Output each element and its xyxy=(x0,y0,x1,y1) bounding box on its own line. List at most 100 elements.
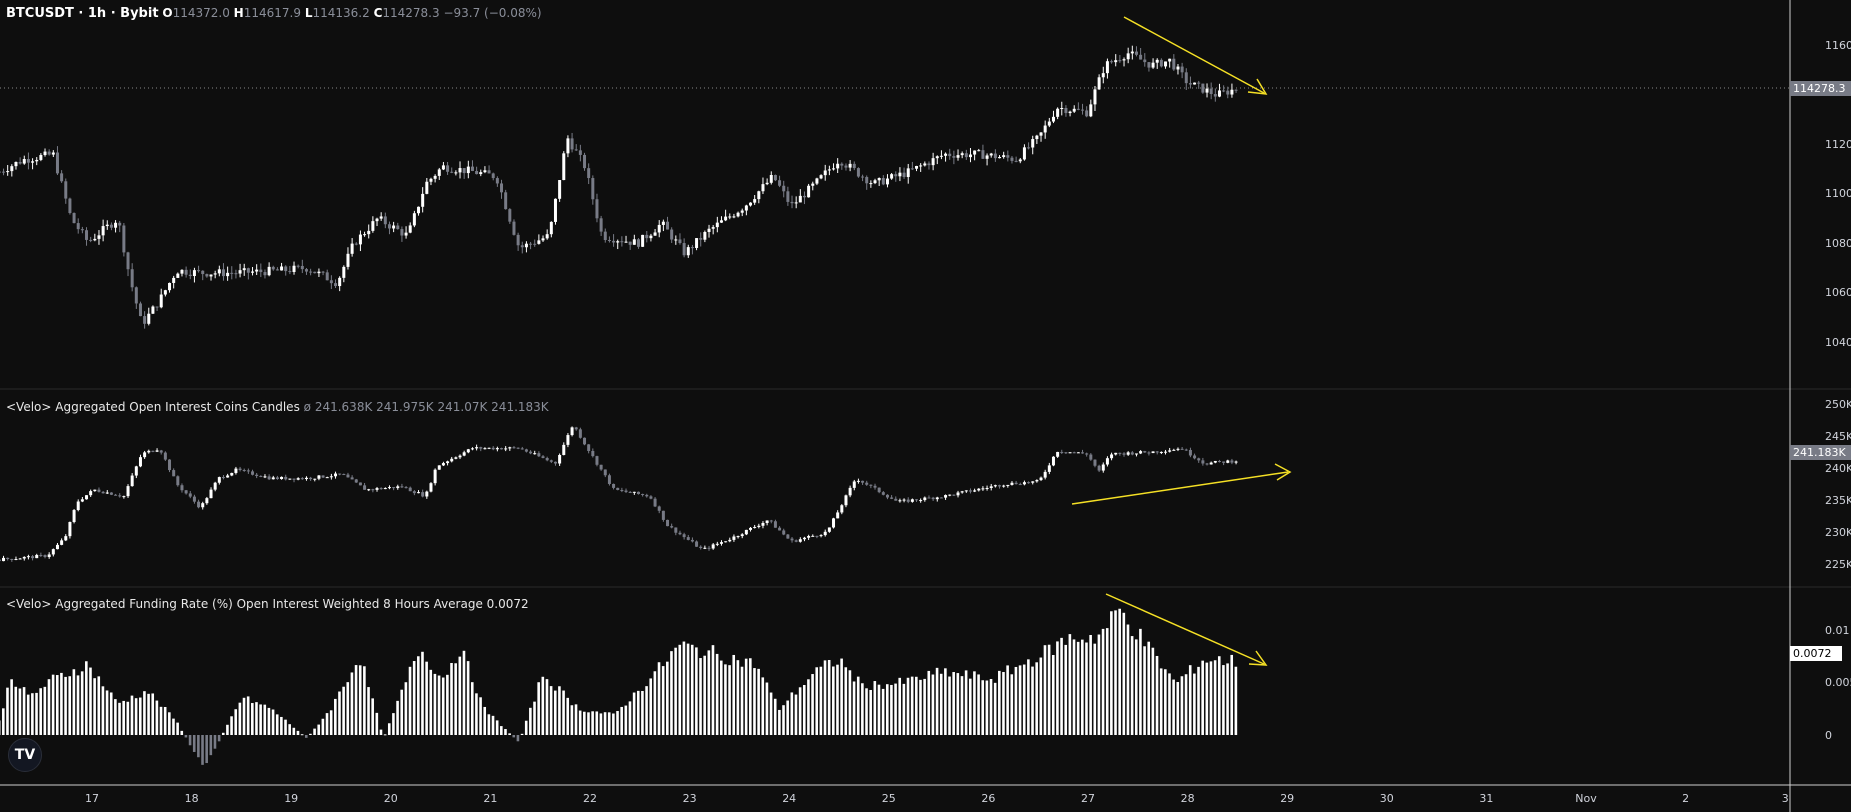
candle-body xyxy=(234,468,238,473)
x-tick-label: 28 xyxy=(1180,792,1195,805)
candle-body xyxy=(491,447,495,450)
funding-bar xyxy=(607,712,611,735)
candle-body xyxy=(387,224,391,229)
funding-bar xyxy=(1072,639,1076,735)
funding-bar xyxy=(587,712,590,735)
candle-body xyxy=(591,178,595,200)
funding-bar xyxy=(1022,664,1026,735)
candle-body xyxy=(641,234,645,247)
candle-body xyxy=(317,475,321,479)
candle-body xyxy=(429,178,433,182)
funding-bar xyxy=(487,714,491,735)
candle-body xyxy=(566,138,570,154)
candle-body xyxy=(47,554,51,557)
candle-body xyxy=(479,447,483,449)
funding-bar xyxy=(504,729,507,735)
funding-bar xyxy=(47,679,51,735)
candle-body xyxy=(719,542,723,544)
high-label: H xyxy=(233,6,244,20)
funding-bar xyxy=(60,672,63,735)
funding-bar xyxy=(981,680,985,735)
funding-bar xyxy=(533,701,536,735)
x-tick-label: 20 xyxy=(383,792,398,805)
candle-body xyxy=(852,163,856,169)
funding-bar xyxy=(475,693,478,735)
candle-body xyxy=(661,221,665,225)
funding-bar xyxy=(898,677,902,735)
funding-bar xyxy=(392,713,395,735)
funding-bar xyxy=(1134,639,1138,735)
oi-indicator-title[interactable]: <Velo> Aggregated Open Interest Coins Ca… xyxy=(6,400,300,414)
funding-bar xyxy=(122,700,125,735)
x-tick-label: Nov xyxy=(1575,792,1597,805)
funding-bar xyxy=(433,673,437,735)
trend-arrow-funding[interactable] xyxy=(1105,593,1268,666)
candle-body xyxy=(138,303,142,317)
funding-bar xyxy=(566,697,570,735)
candle-body xyxy=(591,450,595,457)
candle-body xyxy=(246,470,250,472)
candle-body xyxy=(1047,465,1051,472)
funding-bar xyxy=(454,663,457,735)
candle-body xyxy=(487,170,491,174)
candle-body xyxy=(97,235,101,239)
low-value: 114136.2 xyxy=(312,6,370,20)
funding-bar xyxy=(495,720,499,735)
x-tick-label: 19 xyxy=(284,792,299,805)
funding-bar xyxy=(703,655,706,735)
candle-body xyxy=(1180,66,1184,73)
trend-arrow-open-interest[interactable] xyxy=(1071,463,1292,505)
funding-bar xyxy=(209,735,213,756)
candle-body xyxy=(1010,482,1014,485)
funding-bar xyxy=(690,644,694,735)
funding-bar xyxy=(346,682,350,735)
trend-arrow-price[interactable] xyxy=(1123,16,1268,95)
candle-body xyxy=(562,153,566,181)
funding-bar xyxy=(1035,662,1038,735)
funding-bar xyxy=(151,693,155,735)
candle-body xyxy=(126,252,130,270)
candle-body xyxy=(802,537,806,540)
funding-bar xyxy=(948,676,951,735)
high-value: 114617.9 xyxy=(243,6,301,20)
funding-bar xyxy=(255,702,258,735)
symbol-title[interactable]: BTCUSDT · 1h · Bybit xyxy=(6,6,159,21)
candle-body xyxy=(213,273,217,275)
funding-bar xyxy=(1205,662,1209,735)
candle-body xyxy=(1081,109,1085,111)
candle-body xyxy=(1222,90,1226,92)
candle-body xyxy=(840,505,844,513)
candle-body xyxy=(1039,132,1043,136)
funding-bar xyxy=(101,686,105,735)
candle-body xyxy=(686,537,690,540)
candle-body xyxy=(238,270,242,274)
candle-body xyxy=(363,234,367,236)
candle-body xyxy=(134,287,138,304)
candle-body xyxy=(1043,471,1047,478)
candle-body xyxy=(778,527,782,531)
funding-bar xyxy=(968,678,972,735)
candle-body xyxy=(10,558,14,560)
funding-bar xyxy=(910,676,914,735)
candle-body xyxy=(292,478,296,480)
tradingview-logo-icon[interactable]: TV xyxy=(8,738,42,772)
funding-bar xyxy=(176,722,179,735)
funding-bar xyxy=(1006,665,1009,735)
candle-body xyxy=(645,494,649,497)
candle-body xyxy=(587,168,591,179)
x-tick-label: 22 xyxy=(583,792,597,805)
candle-body xyxy=(450,458,454,462)
candle-body xyxy=(329,280,333,284)
candle-body xyxy=(898,172,902,177)
candle-body xyxy=(964,490,968,492)
funding-bar xyxy=(549,686,553,735)
candle-body xyxy=(1027,482,1031,484)
candle-body xyxy=(55,152,59,174)
funding-bar xyxy=(707,650,711,735)
candle-body xyxy=(977,150,981,152)
candle-body xyxy=(2,557,6,562)
candle-body xyxy=(475,447,479,449)
funding-indicator-title[interactable]: <Velo> Aggregated Funding Rate (%) Open … xyxy=(6,597,483,611)
funding-bar xyxy=(226,724,229,735)
